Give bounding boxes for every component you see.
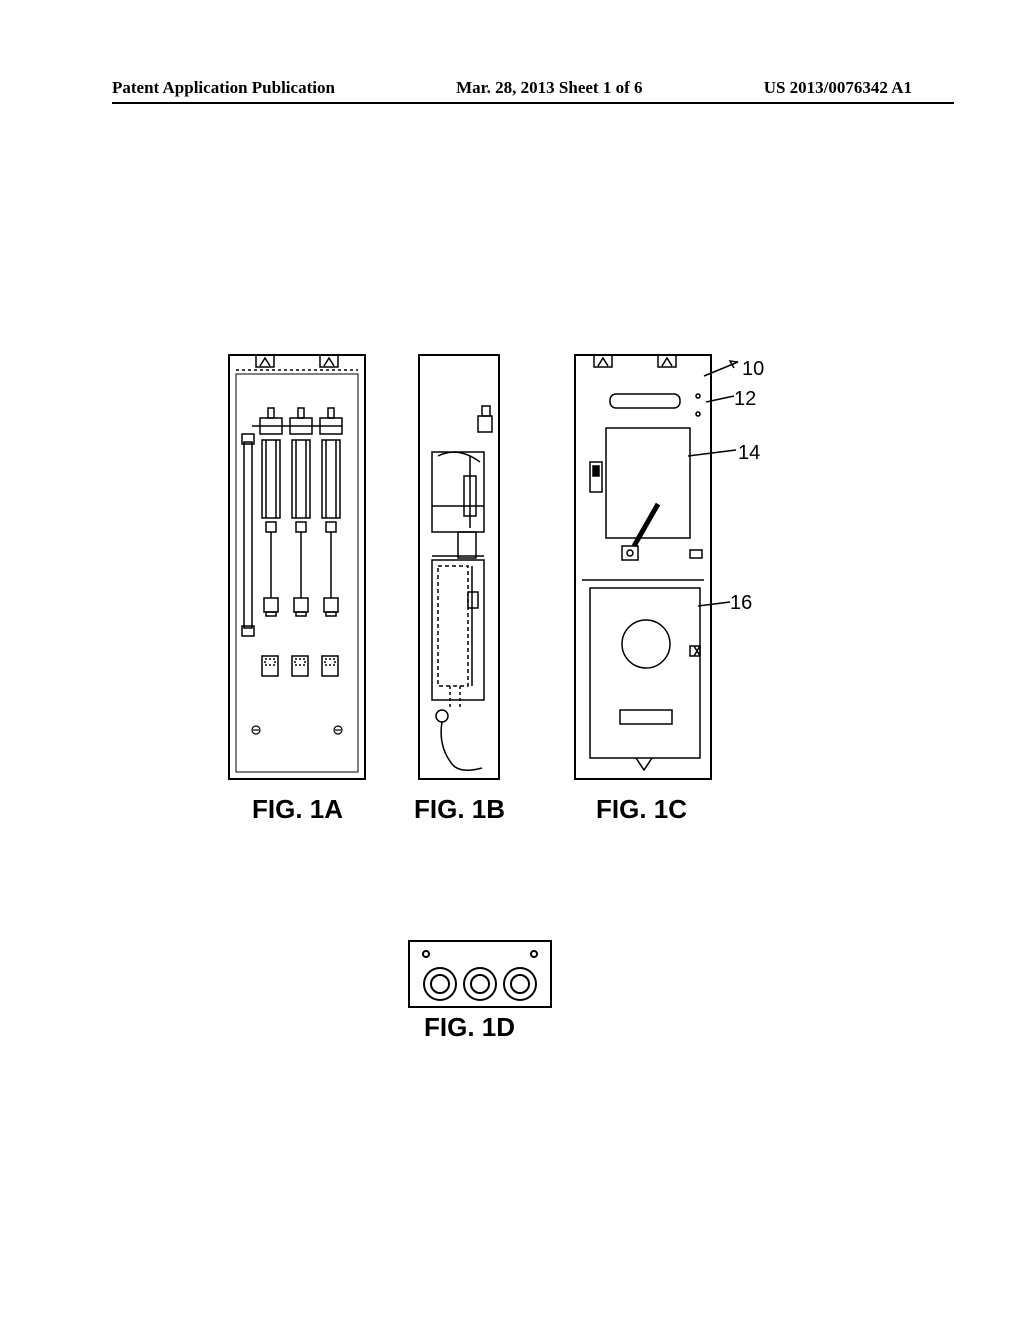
callout-16-line — [698, 596, 732, 610]
fig-1a-svg — [230, 356, 364, 778]
callout-12-line — [706, 392, 736, 406]
fig-1d-label: FIG. 1D — [424, 1012, 515, 1043]
callout-12: 12 — [734, 388, 756, 411]
callout-14: 14 — [738, 442, 760, 465]
header-rule — [112, 102, 954, 104]
fig-1c-svg — [576, 356, 710, 778]
header-left: Patent Application Publication — [112, 78, 335, 98]
fig-1b-svg — [420, 356, 498, 778]
fig-1d-svg — [410, 942, 550, 1006]
callout-14-line — [688, 446, 738, 460]
fig-1d-panel — [408, 940, 552, 1008]
fig-1c-label: FIG. 1C — [596, 794, 687, 825]
callout-10: 10 — [742, 358, 764, 381]
patent-page: Patent Application Publication Mar. 28, … — [0, 0, 1024, 1320]
header-right: US 2013/0076342 A1 — [764, 78, 912, 98]
fig-1b-panel — [418, 354, 500, 780]
header-row: Patent Application Publication Mar. 28, … — [0, 78, 1024, 100]
callout-10-line — [700, 356, 744, 380]
fig-1c-panel — [574, 354, 712, 780]
page-header: Patent Application Publication Mar. 28, … — [0, 78, 1024, 100]
fig-1a-panel — [228, 354, 366, 780]
header-center: Mar. 28, 2013 Sheet 1 of 6 — [456, 78, 642, 98]
callout-16: 16 — [730, 592, 752, 615]
fig-1b-label: FIG. 1B — [414, 794, 505, 825]
fig-1a-label: FIG. 1A — [252, 794, 343, 825]
